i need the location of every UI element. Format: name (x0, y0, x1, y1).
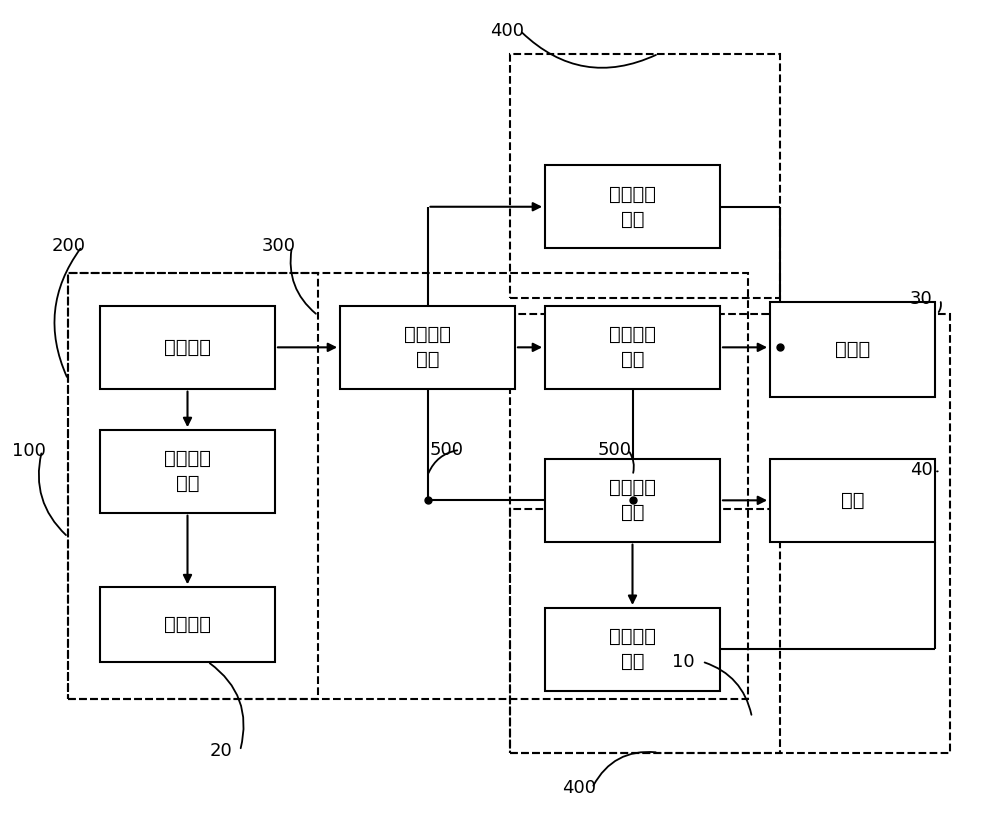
Text: 整流模块: 整流模块 (164, 338, 211, 356)
Text: 400: 400 (490, 22, 524, 40)
Bar (770, 302, 935, 397)
Bar (340, 306, 515, 389)
Text: 20: 20 (210, 742, 233, 760)
Text: 开关电源
模块: 开关电源 模块 (609, 478, 656, 523)
Text: 30: 30 (910, 290, 933, 308)
Bar (100, 430, 275, 513)
Text: 500: 500 (430, 441, 464, 459)
Bar (545, 165, 720, 248)
Text: 100: 100 (12, 442, 46, 460)
Text: 交流电源: 交流电源 (164, 615, 211, 633)
Text: 200: 200 (52, 237, 86, 256)
Bar (100, 306, 275, 389)
Text: 300: 300 (262, 237, 296, 256)
Bar (545, 608, 720, 691)
Text: 第三滤波
模块: 第三滤波 模块 (609, 184, 656, 229)
Bar (510, 314, 950, 753)
Text: 10: 10 (672, 653, 695, 671)
Text: 400: 400 (562, 779, 596, 797)
Text: 500: 500 (598, 441, 632, 459)
Bar (545, 306, 720, 389)
Text: 屏背板: 屏背板 (835, 340, 870, 359)
Text: 第三滤波
模块: 第三滤波 模块 (609, 627, 656, 672)
Bar (510, 54, 780, 298)
Bar (545, 459, 720, 542)
Bar (770, 459, 935, 542)
Text: 40: 40 (910, 461, 933, 479)
Bar (68, 273, 748, 699)
Text: 第二滤波
模块: 第二滤波 模块 (404, 325, 451, 370)
Bar (510, 509, 780, 753)
Text: 第一滤波
模块: 第一滤波 模块 (164, 449, 211, 494)
Text: 开关电源
模块: 开关电源 模块 (609, 325, 656, 370)
Text: 灯条: 灯条 (841, 491, 864, 509)
Bar (100, 587, 275, 662)
Bar (68, 273, 318, 699)
